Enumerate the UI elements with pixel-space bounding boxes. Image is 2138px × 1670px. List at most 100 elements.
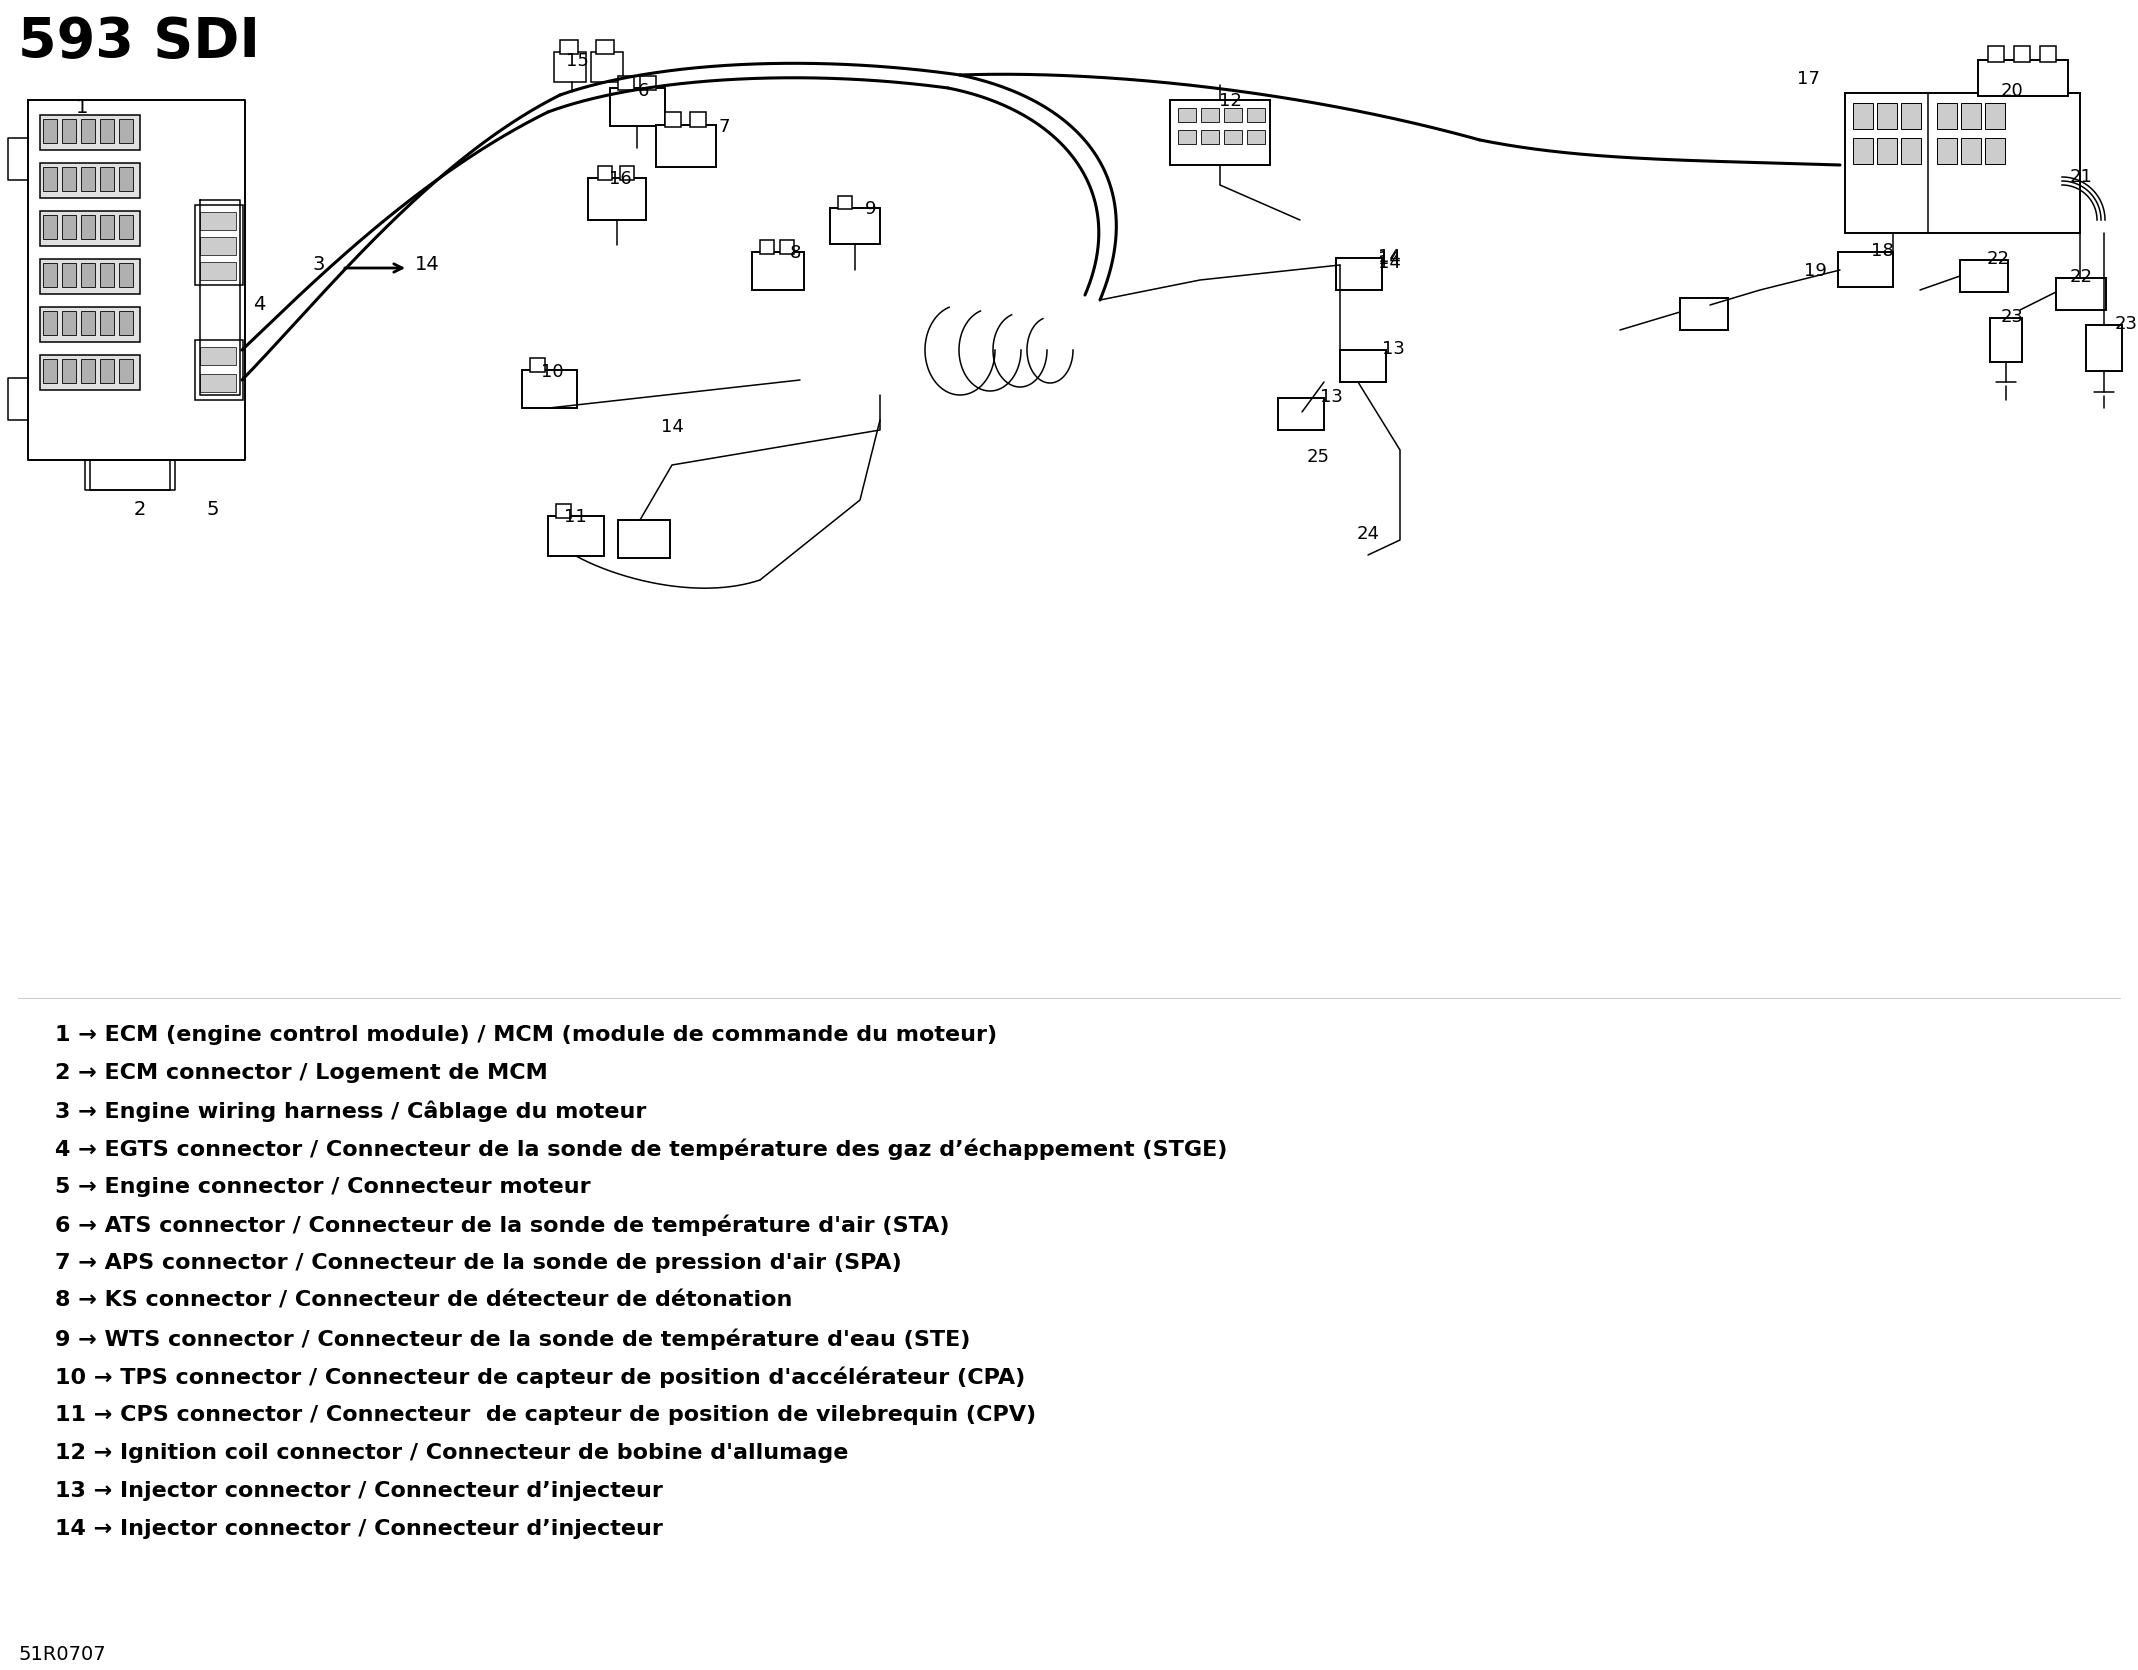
Bar — [1984, 104, 2005, 129]
Bar — [100, 359, 113, 382]
Text: 3 → Engine wiring harness / Câblage du moteur: 3 → Engine wiring harness / Câblage du m… — [56, 1101, 646, 1122]
Text: 593 SDI: 593 SDI — [17, 15, 261, 68]
Bar — [1202, 109, 1219, 122]
Bar — [201, 374, 235, 392]
Text: 14: 14 — [415, 256, 440, 274]
Bar — [43, 311, 58, 336]
Bar — [201, 237, 235, 256]
Text: 14: 14 — [1379, 249, 1400, 266]
Bar — [2087, 326, 2123, 371]
Text: 1 → ECM (engine control module) / MCM (module de commande du moteur): 1 → ECM (engine control module) / MCM (m… — [56, 1025, 996, 1045]
Text: 14: 14 — [1379, 254, 1400, 272]
Bar — [1877, 139, 1896, 164]
Text: 9 → WTS connector / Connecteur de la sonde de température d'eau (STE): 9 → WTS connector / Connecteur de la son… — [56, 1329, 971, 1351]
Bar — [639, 77, 656, 90]
Bar — [691, 112, 706, 127]
Bar — [556, 504, 571, 518]
Bar — [41, 307, 139, 342]
Text: 13: 13 — [1381, 341, 1405, 357]
Bar — [195, 341, 244, 401]
Bar — [81, 119, 94, 144]
Bar — [1223, 130, 1242, 144]
Bar — [1937, 139, 1956, 164]
Bar — [665, 112, 682, 127]
Text: 51R0707: 51R0707 — [17, 1645, 105, 1663]
Bar — [41, 356, 139, 391]
Text: 5 → Engine connector / Connecteur moteur: 5 → Engine connector / Connecteur moteur — [56, 1177, 590, 1197]
Bar — [43, 167, 58, 190]
Bar — [41, 210, 139, 245]
Bar — [590, 52, 622, 82]
Bar — [1937, 104, 1956, 129]
Text: 14: 14 — [1379, 250, 1400, 267]
Bar — [90, 459, 171, 489]
Bar — [62, 262, 77, 287]
Bar — [81, 167, 94, 190]
Bar — [100, 215, 113, 239]
Bar — [1178, 109, 1195, 122]
Bar — [1978, 60, 2067, 95]
Bar — [62, 167, 77, 190]
Bar — [43, 215, 58, 239]
Bar — [1988, 47, 2003, 62]
Text: 22: 22 — [1986, 250, 2010, 267]
Bar — [81, 311, 94, 336]
Bar — [41, 259, 139, 294]
Text: 15: 15 — [567, 52, 588, 70]
Bar — [759, 240, 774, 254]
Bar — [120, 311, 133, 336]
Bar — [609, 89, 665, 125]
Bar — [1169, 100, 1270, 165]
Text: 7 → APS connector / Connecteur de la sonde de pression d'air (SPA): 7 → APS connector / Connecteur de la son… — [56, 1252, 902, 1273]
Text: 21: 21 — [2070, 169, 2093, 185]
Bar — [599, 165, 611, 180]
Text: 1: 1 — [75, 99, 88, 117]
Text: 4 → EGTS connector / Connecteur de la sonde de température des gaz d’échappement: 4 → EGTS connector / Connecteur de la so… — [56, 1139, 1227, 1161]
Bar — [1341, 351, 1385, 382]
Text: 16: 16 — [609, 170, 631, 189]
Bar — [120, 262, 133, 287]
Bar — [1961, 104, 1982, 129]
Text: 14 → Injector connector / Connecteur d’injecteur: 14 → Injector connector / Connecteur d’i… — [56, 1520, 663, 1540]
Text: 13 → Injector connector / Connecteur d’injecteur: 13 → Injector connector / Connecteur d’i… — [56, 1481, 663, 1501]
Bar — [81, 359, 94, 382]
Bar — [1854, 139, 1873, 164]
Bar — [1901, 104, 1922, 129]
Bar — [1680, 297, 1728, 331]
Text: 20: 20 — [2001, 82, 2023, 100]
Bar — [120, 119, 133, 144]
Bar — [201, 262, 235, 281]
Text: 9: 9 — [866, 200, 877, 219]
Bar — [1279, 397, 1323, 429]
Bar — [1246, 130, 1266, 144]
Bar — [120, 215, 133, 239]
Bar — [120, 167, 133, 190]
Bar — [41, 164, 139, 199]
Bar — [2057, 277, 2106, 311]
Text: 17: 17 — [1796, 70, 1819, 89]
Text: 2 → ECM connector / Logement de MCM: 2 → ECM connector / Logement de MCM — [56, 1064, 547, 1084]
Bar — [62, 119, 77, 144]
Bar — [81, 262, 94, 287]
Text: 8 → KS connector / Connecteur de détecteur de détonation: 8 → KS connector / Connecteur de détecte… — [56, 1291, 793, 1311]
Bar — [2040, 47, 2057, 62]
Bar — [656, 125, 716, 167]
Bar — [1246, 109, 1266, 122]
Bar — [597, 40, 614, 53]
Bar — [1877, 104, 1896, 129]
Text: 23: 23 — [2114, 316, 2138, 332]
Bar — [588, 179, 646, 220]
Bar — [43, 262, 58, 287]
Bar — [530, 357, 545, 372]
Text: 6 → ATS connector / Connecteur de la sonde de température d'air (STA): 6 → ATS connector / Connecteur de la son… — [56, 1216, 949, 1236]
Bar — [43, 119, 58, 144]
Bar — [554, 52, 586, 82]
Bar — [195, 205, 244, 286]
Text: 6: 6 — [637, 82, 648, 100]
Bar — [1984, 139, 2005, 164]
Bar — [547, 516, 605, 556]
Bar — [100, 167, 113, 190]
Text: 10 → TPS connector / Connecteur de capteur de position d'accélérateur (CPA): 10 → TPS connector / Connecteur de capte… — [56, 1368, 1026, 1388]
Bar — [1901, 139, 1922, 164]
Bar — [100, 311, 113, 336]
